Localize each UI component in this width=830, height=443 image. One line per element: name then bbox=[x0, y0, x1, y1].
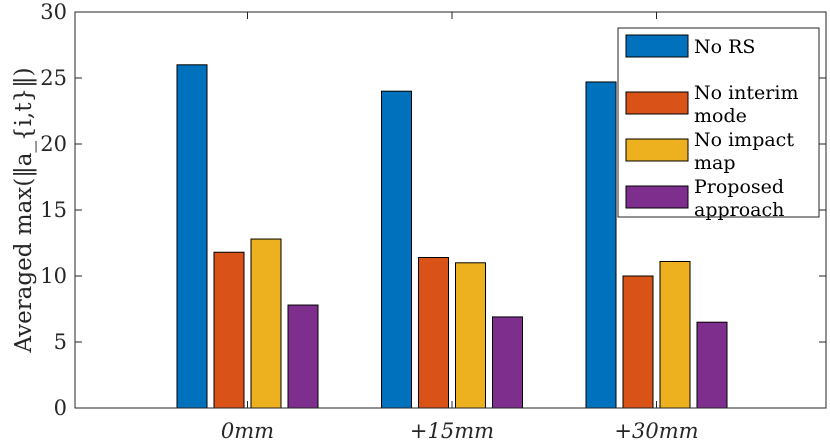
bar-no-impact-map-0mm bbox=[250, 238, 282, 409]
legend-label: Proposed bbox=[694, 176, 784, 198]
bars-layer bbox=[176, 64, 728, 409]
x-tick-label: +15mm bbox=[410, 419, 494, 443]
legend-label: approach bbox=[694, 199, 784, 221]
y-tick-label: 15 bbox=[40, 198, 67, 222]
legend-swatch bbox=[625, 185, 689, 209]
y-tick-label: 30 bbox=[40, 0, 67, 24]
bar-proposed-approach-0mm bbox=[287, 304, 319, 409]
legend-label: No RS bbox=[694, 36, 755, 58]
legend-label: map bbox=[694, 152, 736, 174]
bar-no-impact-map-15mm bbox=[455, 262, 486, 409]
y-tick-label: 5 bbox=[54, 330, 67, 354]
bar-proposed-approach-30mm bbox=[696, 321, 728, 409]
legend-label: No interim bbox=[694, 82, 798, 104]
legend-swatch bbox=[625, 138, 689, 162]
x-tick-label: 0mm bbox=[221, 419, 274, 443]
y-tick-label: 25 bbox=[40, 66, 67, 90]
bar-no-rs-15mm bbox=[381, 90, 412, 409]
legend-label: No impact bbox=[694, 129, 794, 151]
bar-no-interim-mode-0mm bbox=[213, 251, 245, 409]
bar-no-interim-mode-30mm bbox=[622, 275, 654, 409]
legend-label: mode bbox=[694, 105, 747, 127]
bar-no-rs-30mm bbox=[585, 81, 617, 409]
y-axis-label: Averaged max(‖a_{i,t}‖) bbox=[11, 67, 37, 353]
y-tick-label: 0 bbox=[54, 396, 67, 420]
bar-no-rs-0mm bbox=[176, 64, 208, 409]
legend-swatch bbox=[625, 91, 689, 115]
legend-swatch bbox=[625, 34, 689, 58]
bar-no-interim-mode-15mm bbox=[418, 257, 449, 409]
y-tick-label: 10 bbox=[40, 264, 67, 288]
y-tick-label: 20 bbox=[40, 132, 67, 156]
ticks-layer: 0 5 10 15 20 25 30 0mm +15mm +30mm bbox=[40, 0, 826, 443]
bar-no-impact-map-30mm bbox=[659, 260, 691, 409]
bar-proposed-approach-15mm bbox=[492, 316, 523, 409]
x-tick-label: +30mm bbox=[614, 419, 698, 443]
